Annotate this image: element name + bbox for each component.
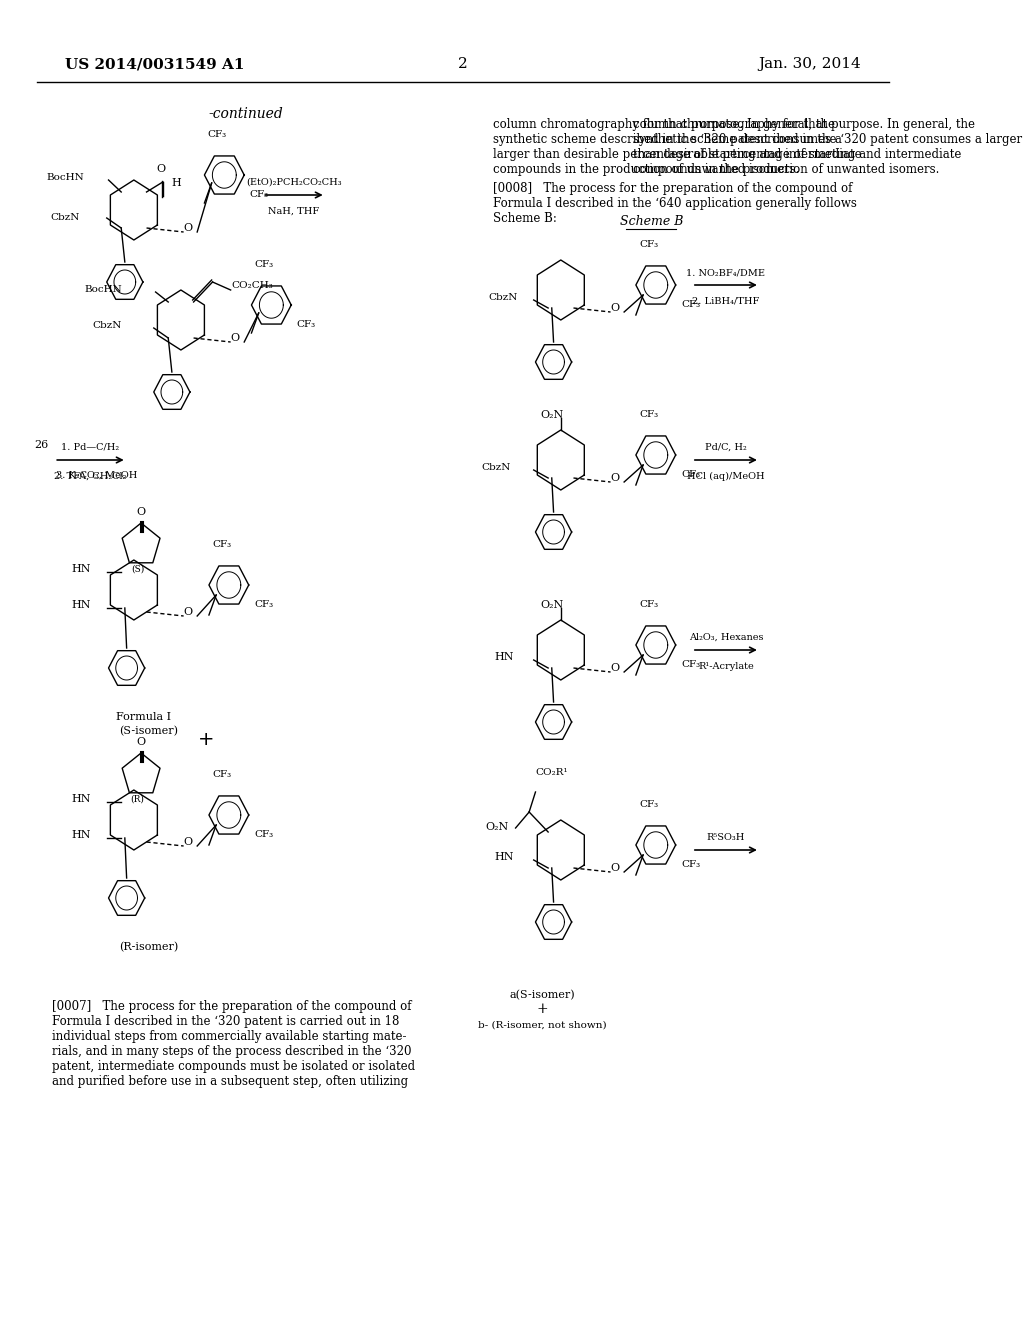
Text: CF₃: CF₃ [255, 260, 273, 269]
Text: and purified before use in a subsequent step, often utilizing: and purified before use in a subsequent … [52, 1074, 409, 1088]
Text: CF₃: CF₃ [681, 470, 700, 479]
Text: (S-isomer): (S-isomer) [120, 726, 178, 737]
Text: Formula I: Formula I [116, 711, 171, 722]
Text: 1. NO₂BF₄/DME: 1. NO₂BF₄/DME [686, 268, 765, 277]
Text: column chromatography for that purpose. In general, the: column chromatography for that purpose. … [493, 117, 835, 131]
Text: HN: HN [495, 652, 514, 663]
Text: R⁵SO₃H: R⁵SO₃H [707, 833, 745, 842]
Text: (EtO)₂PCH₂CO₂CH₃: (EtO)₂PCH₂CO₂CH₃ [246, 178, 342, 187]
Text: 2. TFA, CH₂Cl₂: 2. TFA, CH₂Cl₂ [54, 473, 127, 480]
Text: column chromatography for that purpose. In general, the synthetic scheme describ: column chromatography for that purpose. … [633, 117, 1022, 176]
Text: 26: 26 [35, 440, 48, 450]
Text: CF₃: CF₃ [254, 830, 273, 840]
Text: CF₃: CF₃ [254, 601, 273, 609]
Text: CF₃: CF₃ [212, 770, 231, 779]
Text: O₂N: O₂N [485, 822, 508, 832]
Text: -continued: -continued [208, 107, 283, 121]
Text: O: O [610, 304, 620, 313]
Text: CbzN: CbzN [488, 293, 517, 302]
Text: rials, and in many steps of the process described in the ‘320: rials, and in many steps of the process … [52, 1045, 412, 1059]
Text: BocHN: BocHN [46, 173, 84, 182]
Text: O₂N: O₂N [540, 411, 563, 420]
Text: O: O [183, 607, 193, 616]
Text: CF₃: CF₃ [639, 411, 658, 418]
Text: O: O [230, 333, 240, 343]
Text: HN: HN [71, 601, 90, 610]
Text: R¹-Acrylate: R¹-Acrylate [698, 663, 754, 671]
Text: CO₂R¹: CO₂R¹ [536, 768, 568, 777]
Text: CF₃: CF₃ [297, 319, 315, 329]
Text: CF₃: CF₃ [250, 190, 268, 199]
Text: HN: HN [495, 851, 514, 862]
Text: Al₂O₃, Hexanes: Al₂O₃, Hexanes [688, 634, 763, 642]
Text: compounds in the production of unwanted isomers.: compounds in the production of unwanted … [493, 162, 800, 176]
Text: O₂N: O₂N [540, 601, 563, 610]
Text: Formula I described in the ‘640 application generally follows: Formula I described in the ‘640 applicat… [493, 197, 857, 210]
Text: NaH, THF: NaH, THF [268, 207, 319, 216]
Text: 1. Pd—C/H₂: 1. Pd—C/H₂ [61, 444, 120, 451]
Text: [0008]   The process for the preparation of the compound of: [0008] The process for the preparation o… [493, 182, 852, 195]
Text: 2. LiBH₄/THF: 2. LiBH₄/THF [692, 297, 760, 306]
Text: b- (R-isomer, not shown): b- (R-isomer, not shown) [478, 1020, 607, 1030]
Text: patent, intermediate compounds must be isolated or isolated: patent, intermediate compounds must be i… [52, 1060, 416, 1073]
Text: CF₃: CF₃ [639, 240, 658, 249]
Text: CF₃: CF₃ [639, 800, 658, 809]
Text: CF₃: CF₃ [681, 861, 700, 869]
Text: +: + [198, 730, 214, 748]
Text: synthetic scheme described in the ‘320 patent consumes a: synthetic scheme described in the ‘320 p… [493, 133, 842, 147]
Text: a(S-isomer): a(S-isomer) [510, 990, 575, 1001]
Text: CF₃: CF₃ [208, 129, 226, 139]
Text: Scheme B: Scheme B [620, 215, 683, 228]
Text: O: O [183, 223, 193, 234]
Text: BocHN: BocHN [84, 285, 122, 294]
Text: CbzN: CbzN [93, 321, 122, 330]
Text: (R): (R) [130, 795, 144, 804]
Text: Pd/C, H₂: Pd/C, H₂ [705, 444, 746, 451]
Text: Jan. 30, 2014: Jan. 30, 2014 [759, 57, 861, 71]
Text: Scheme B:: Scheme B: [493, 213, 557, 224]
Text: [0007]   The process for the preparation of the compound of: [0007] The process for the preparation o… [52, 1001, 412, 1012]
Text: HN: HN [71, 795, 90, 804]
Text: (S): (S) [131, 565, 144, 574]
Text: CO₂CH₃: CO₂CH₃ [231, 281, 273, 290]
Text: HN: HN [71, 564, 90, 574]
Text: 3. K₂CO₃, MeOH: 3. K₂CO₃, MeOH [56, 471, 137, 480]
Text: CF₃: CF₃ [212, 540, 231, 549]
Text: O: O [610, 473, 620, 483]
Text: CF₃: CF₃ [639, 601, 658, 609]
Text: larger than desirable percentage of starting and intermediate: larger than desirable percentage of star… [493, 148, 861, 161]
Text: individual steps from commercially available starting mate-: individual steps from commercially avail… [52, 1030, 407, 1043]
Text: 2: 2 [458, 57, 468, 71]
Text: Formula I described in the ‘320 patent is carried out in 18: Formula I described in the ‘320 patent i… [52, 1015, 399, 1028]
Text: H: H [172, 178, 181, 187]
Text: HN: HN [71, 830, 90, 840]
Text: O: O [157, 164, 166, 174]
Text: O: O [610, 863, 620, 873]
Text: O: O [136, 507, 145, 517]
Text: O: O [610, 663, 620, 673]
Text: US 2014/0031549 A1: US 2014/0031549 A1 [66, 57, 245, 71]
Text: CF₃: CF₃ [681, 300, 700, 309]
Text: O: O [183, 837, 193, 847]
Text: CF₃: CF₃ [681, 660, 700, 669]
Text: +: + [537, 1002, 549, 1016]
Text: CbzN: CbzN [50, 214, 80, 223]
Text: CbzN: CbzN [481, 463, 511, 473]
Text: HCl (aq)/MeOH: HCl (aq)/MeOH [687, 473, 765, 480]
Text: (R-isomer): (R-isomer) [120, 941, 178, 952]
Text: O: O [136, 737, 145, 747]
